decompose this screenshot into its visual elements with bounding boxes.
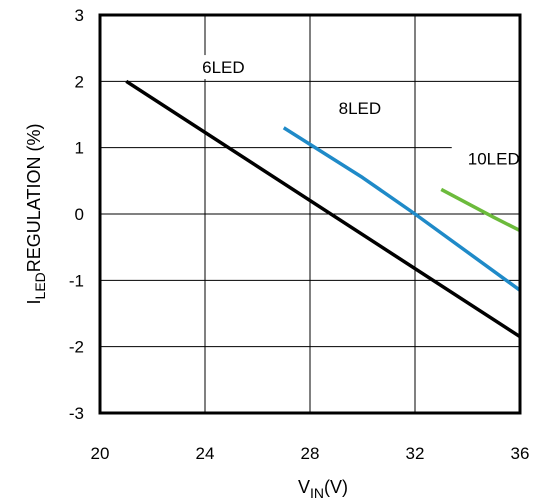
series-label-8led: 8LED xyxy=(339,99,382,118)
plot-frame xyxy=(98,13,522,415)
x-tick-label: 28 xyxy=(301,444,320,463)
series-label-10led: 10LED xyxy=(468,150,520,169)
x-axis-title-main: V xyxy=(298,477,310,497)
x-tick-label: 32 xyxy=(406,444,425,463)
y-tick-label: 3 xyxy=(75,6,84,25)
y-tick-label: 1 xyxy=(75,139,84,158)
series-label-6led: 6LED xyxy=(202,58,245,77)
y-tick-label: -2 xyxy=(69,338,84,357)
x-tick-label: 20 xyxy=(91,444,110,463)
x-axis-title-sub: IN xyxy=(310,485,324,501)
grid xyxy=(99,14,521,414)
x-tick-labels: 20 24 28 32 36 xyxy=(91,444,530,463)
y-axis-title: ILEDREGULATION (%) xyxy=(24,124,48,305)
y-tick-label: -3 xyxy=(69,404,84,423)
y-tick-label: -1 xyxy=(69,271,84,290)
series-label-bg xyxy=(451,146,536,171)
y-tick-labels: 3 2 1 0 -1 -2 -3 xyxy=(69,6,84,423)
x-tick-label: 36 xyxy=(511,444,530,463)
series-line-8led xyxy=(282,126,522,292)
y-tick-label: 2 xyxy=(75,72,84,91)
x-tick-label: 24 xyxy=(196,444,215,463)
series-label-bg xyxy=(323,96,396,121)
series-labels: 6LED 8LED 10LED xyxy=(187,55,536,171)
x-axis-title-suffix: (V) xyxy=(324,477,348,497)
y-tick-label: 0 xyxy=(75,205,84,224)
series-lines xyxy=(125,79,522,339)
x-axis-title: VIN(V) xyxy=(298,477,348,501)
series-line-10led xyxy=(440,187,521,233)
y-axis-title-main: I xyxy=(24,299,44,304)
series-label-bg xyxy=(187,55,260,80)
series-line-6led xyxy=(125,79,521,339)
y-axis-title-sub: LED xyxy=(32,272,48,299)
y-axis-title-suffix: REGULATION (%) xyxy=(24,124,44,273)
